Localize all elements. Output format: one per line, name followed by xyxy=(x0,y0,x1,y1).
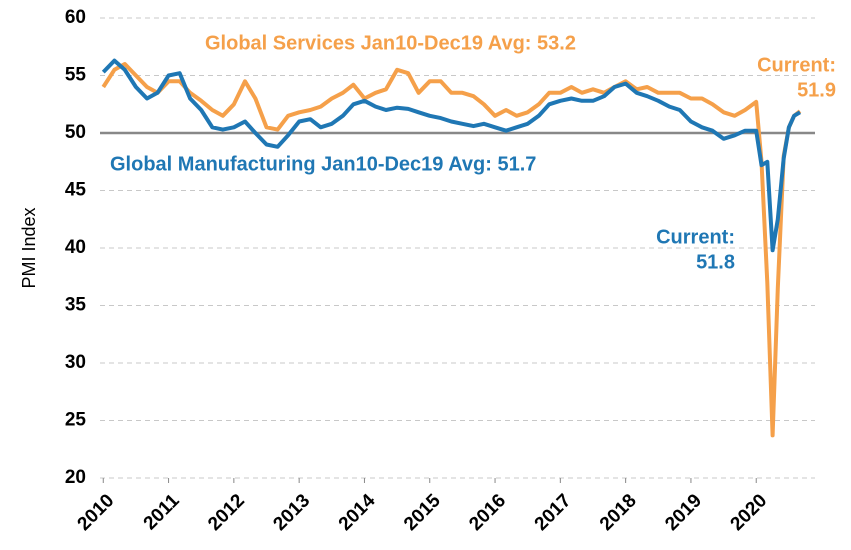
x-tick-label: 2018 xyxy=(596,490,641,535)
x-tick-label: 2011 xyxy=(140,490,184,534)
annotation: Current: xyxy=(656,226,735,248)
y-tick-label: 20 xyxy=(65,467,86,488)
y-tick-label: 25 xyxy=(65,410,87,431)
x-tick-label: 2014 xyxy=(335,490,380,535)
x-tick-label: 2012 xyxy=(204,490,249,535)
x-tick-label: 2016 xyxy=(465,490,510,535)
series-line xyxy=(101,58,802,253)
y-tick-label: 55 xyxy=(65,65,87,86)
y-tick-label: 35 xyxy=(65,295,87,316)
x-tick-label: 2015 xyxy=(400,490,445,535)
annotation: Current: xyxy=(757,54,836,76)
y-tick-label: 60 xyxy=(65,7,86,28)
y-tick-label: 30 xyxy=(65,352,86,373)
y-tick-label: 45 xyxy=(65,180,87,201)
x-tick-label: 2017 xyxy=(531,490,576,535)
y-tick-label: 50 xyxy=(65,122,86,143)
series-line xyxy=(101,62,802,438)
x-tick-label: 2020 xyxy=(727,490,772,535)
x-tick-label: 2019 xyxy=(661,490,706,535)
y-axis-label: PMI Index xyxy=(19,207,39,288)
annotation: Global Manufacturing Jan10-Dec19 Avg: 51… xyxy=(110,153,536,175)
x-tick-label: 2010 xyxy=(74,490,119,535)
y-tick-label: 40 xyxy=(65,237,86,258)
x-tick-label: 2013 xyxy=(269,490,314,535)
annotation: 51.9 xyxy=(797,79,836,101)
annotation: Global Services Jan10-Dec19 Avg: 53.2 xyxy=(205,32,576,54)
annotation: 51.8 xyxy=(696,251,735,273)
